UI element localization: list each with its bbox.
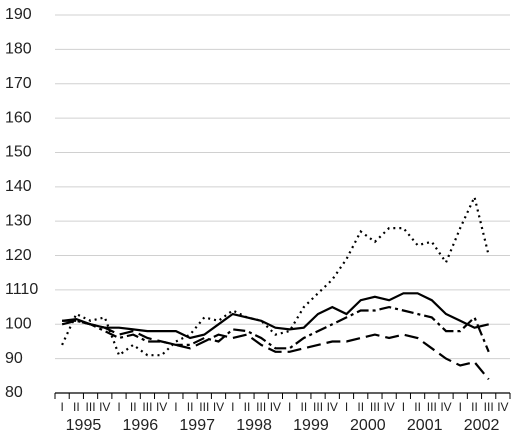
x-tick-label: III	[142, 400, 152, 414]
y-tick-label: 130	[5, 212, 32, 229]
x-tick-label: I	[117, 400, 120, 414]
x-tick-label: III	[427, 400, 437, 414]
year-label: 1995	[66, 417, 102, 434]
year-label: 2001	[407, 417, 443, 434]
x-tick-label: IV	[440, 400, 451, 414]
x-tick-label: I	[288, 400, 291, 414]
x-tick-label: II	[414, 400, 421, 414]
y-tick-label: 1110	[5, 281, 38, 298]
x-tick-label: III	[86, 400, 96, 414]
x-tick-label: III	[199, 400, 209, 414]
y-tick-label: 170	[5, 75, 32, 92]
series-line	[62, 319, 490, 381]
y-tick-label: 80	[5, 384, 23, 401]
x-tick-label: III	[313, 400, 323, 414]
year-label: 1998	[236, 417, 272, 434]
x-tick-label: IV	[270, 400, 281, 414]
y-tick-label: 150	[5, 144, 32, 161]
y-tick-label: 100	[5, 315, 32, 332]
x-tick-label: IV	[213, 400, 224, 414]
y-tick-label: 140	[5, 178, 32, 195]
year-label: 1997	[179, 417, 215, 434]
x-tick-label: II	[300, 400, 307, 414]
x-tick-label: I	[174, 400, 177, 414]
x-tick-label: II	[471, 400, 478, 414]
x-tick-label: III	[484, 400, 494, 414]
x-tick-label: II	[244, 400, 251, 414]
x-tick-label: II	[187, 400, 194, 414]
x-tick-label: I	[459, 400, 462, 414]
y-tick-label: 180	[5, 41, 32, 58]
x-tick-label: III	[256, 400, 266, 414]
x-tick-label: II	[357, 400, 364, 414]
series-line	[61, 292, 489, 340]
year-label: 1996	[123, 417, 159, 434]
series-line	[61, 305, 490, 353]
x-tick-label: I	[60, 400, 63, 414]
year-label: 2002	[464, 417, 500, 434]
y-tick-label: 190	[5, 6, 32, 23]
x-tick-label: II	[73, 400, 80, 414]
year-label: 1999	[293, 417, 329, 434]
y-tick-label: 120	[5, 247, 32, 264]
x-tick-label: IV	[99, 400, 110, 414]
y-tick-label: 160	[5, 109, 32, 126]
x-tick-label: I	[402, 400, 405, 414]
x-tick-label: III	[370, 400, 380, 414]
y-tick-label: 90	[5, 350, 23, 367]
x-tick-label: IV	[156, 400, 167, 414]
series-line	[61, 193, 490, 357]
x-tick-label: IV	[383, 400, 394, 414]
x-tick-label: IV	[497, 400, 508, 414]
x-tick-label: IV	[327, 400, 338, 414]
x-tick-label: I	[231, 400, 234, 414]
year-label: 2000	[350, 417, 386, 434]
x-tick-label: I	[345, 400, 348, 414]
x-tick-label: II	[130, 400, 137, 414]
